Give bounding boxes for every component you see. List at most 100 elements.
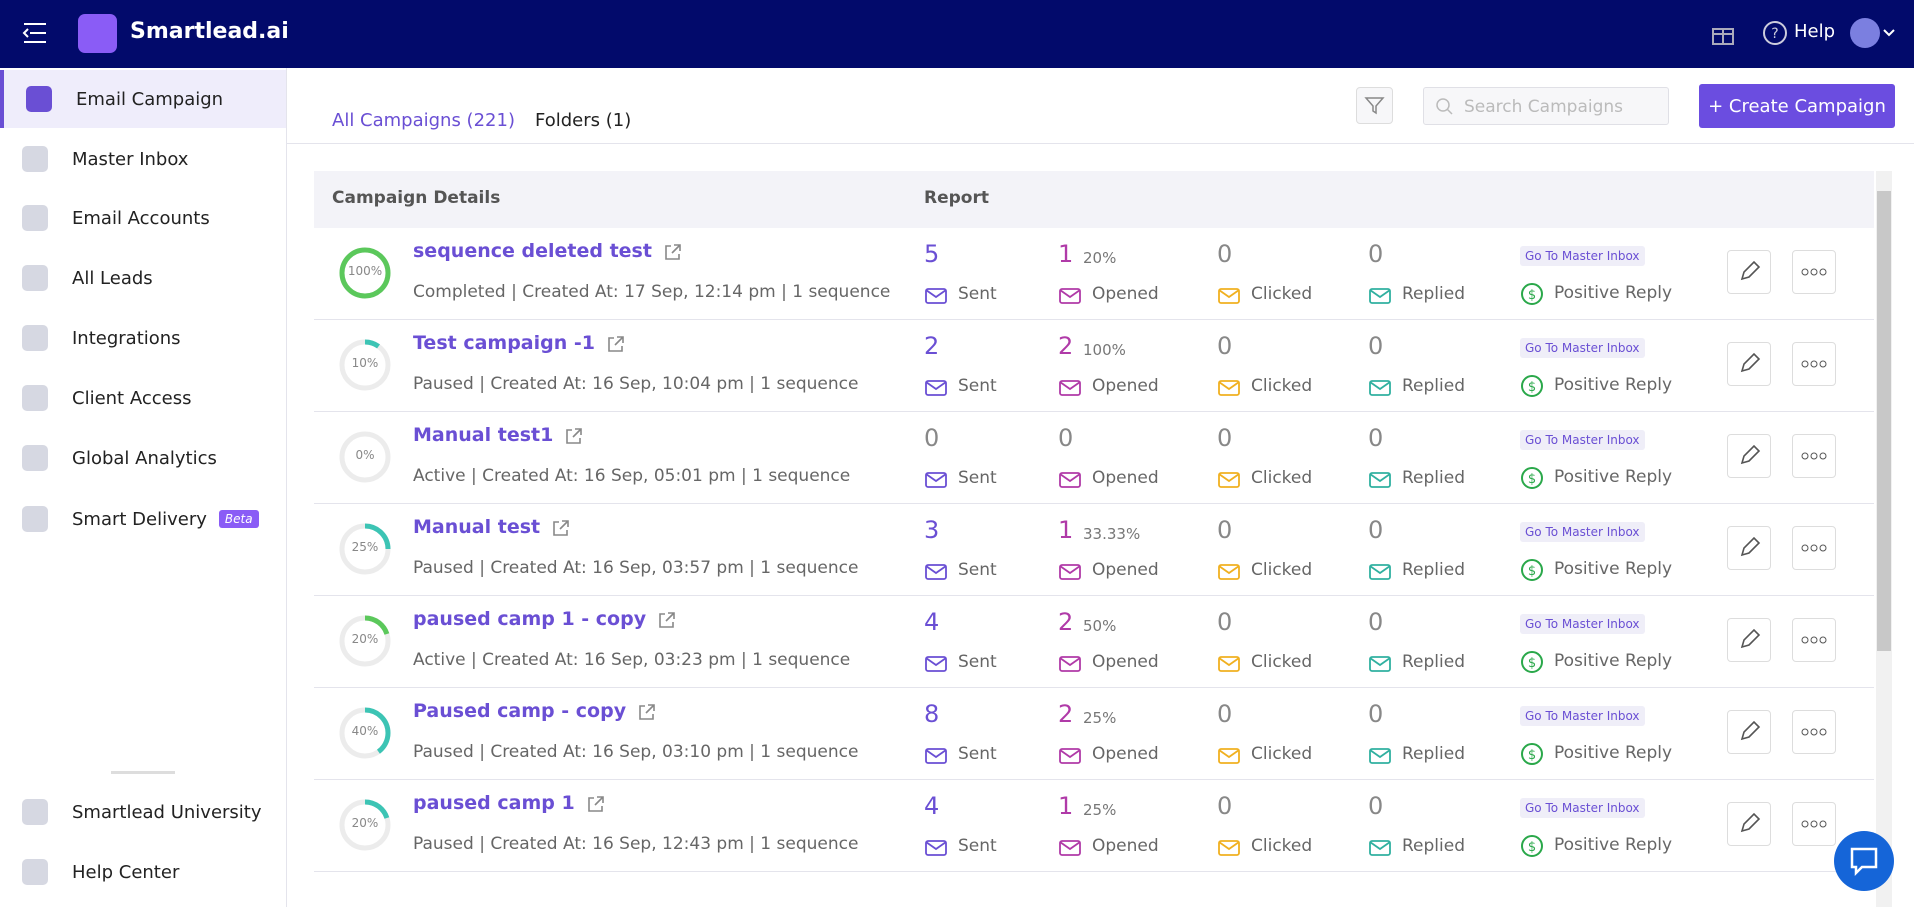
more-button[interactable] bbox=[1792, 710, 1836, 754]
clicked-label: Clicked bbox=[1251, 744, 1313, 764]
avatar[interactable] bbox=[1850, 18, 1880, 48]
progress-arc bbox=[339, 707, 391, 759]
nav-item[interactable]: Master Inbox bbox=[0, 130, 286, 188]
edit-button[interactable] bbox=[1727, 342, 1771, 386]
replied-count: 0 bbox=[1368, 608, 1384, 636]
avatar-caret[interactable] bbox=[1882, 28, 1896, 38]
master-inbox-link[interactable]: Go To Master Inbox bbox=[1520, 798, 1645, 818]
campaign-name[interactable]: Paused camp - copy bbox=[413, 700, 627, 722]
tab[interactable]: All Campaigns (221) bbox=[332, 110, 515, 131]
sent-label: Sent bbox=[958, 284, 997, 304]
positive-icon: $ bbox=[1521, 283, 1543, 305]
positive-reply-label: Positive Reply bbox=[1554, 743, 1673, 763]
gift-icon[interactable] bbox=[1710, 20, 1736, 46]
opened-icon bbox=[1059, 472, 1081, 488]
nav-label: Master Inbox bbox=[72, 148, 189, 170]
positive-reply-label: Positive Reply bbox=[1554, 283, 1673, 303]
nav-item[interactable]: Integrations bbox=[0, 309, 286, 367]
opened-label: Opened bbox=[1092, 744, 1159, 764]
edit-button[interactable] bbox=[1727, 802, 1771, 846]
clicked-count: 0 bbox=[1217, 792, 1233, 820]
sent-count: 4 bbox=[924, 608, 940, 636]
opened-count: 2 bbox=[1058, 332, 1074, 360]
campaign-name[interactable]: Manual test bbox=[413, 516, 541, 538]
clicked-label: Clicked bbox=[1251, 376, 1313, 396]
nav-icon bbox=[22, 385, 48, 411]
campaign-name[interactable]: Test campaign -1 bbox=[413, 332, 595, 354]
more-button[interactable] bbox=[1792, 434, 1836, 478]
campaign-row: 20% paused camp 1 - copy Active | Created … bbox=[314, 596, 1874, 688]
filter-button[interactable] bbox=[1356, 87, 1393, 124]
nav-label: Email Accounts bbox=[72, 207, 210, 229]
opened-label: Opened bbox=[1092, 468, 1159, 488]
progress-ring bbox=[339, 615, 391, 667]
replied-count: 0 bbox=[1368, 516, 1384, 544]
chat-button[interactable] bbox=[1834, 831, 1894, 891]
campaign-name[interactable]: paused camp 1 bbox=[413, 792, 575, 814]
sent-label: Sent bbox=[958, 744, 997, 764]
master-inbox-link[interactable]: Go To Master Inbox bbox=[1520, 706, 1645, 726]
sent-icon bbox=[925, 380, 947, 396]
campaign-name[interactable]: sequence deleted test bbox=[413, 240, 652, 262]
edit-button[interactable] bbox=[1727, 434, 1771, 478]
edit-button[interactable] bbox=[1727, 250, 1771, 294]
nav-item[interactable]: Client Access bbox=[0, 369, 286, 427]
positive-reply-label: Positive Reply bbox=[1554, 651, 1673, 671]
menu-button[interactable] bbox=[22, 22, 48, 44]
master-inbox-link[interactable]: Go To Master Inbox bbox=[1520, 246, 1645, 266]
nav-item[interactable]: Help Center bbox=[0, 843, 286, 901]
nav-item[interactable]: Smartlead University bbox=[0, 783, 286, 841]
campaign-row: 20% paused camp 1 Paused | Created At: 16 … bbox=[314, 780, 1874, 872]
positive-reply-label: Positive Reply bbox=[1554, 835, 1673, 855]
nav-item[interactable]: Global Analytics bbox=[0, 429, 286, 487]
more-button[interactable] bbox=[1792, 618, 1836, 662]
sent-count: 5 bbox=[924, 240, 940, 268]
replied-count: 0 bbox=[1368, 792, 1384, 820]
edit-button[interactable] bbox=[1727, 618, 1771, 662]
help-icon[interactable]: ? bbox=[1762, 20, 1788, 46]
beta-badge: Beta bbox=[218, 510, 259, 528]
replied-icon bbox=[1369, 380, 1391, 396]
master-inbox-link[interactable]: Go To Master Inbox bbox=[1520, 430, 1645, 450]
campaign-status: Paused | Created At: 16 Sep, 10:04 pm | … bbox=[413, 374, 859, 394]
more-button[interactable] bbox=[1792, 250, 1836, 294]
external-link-icon bbox=[608, 336, 624, 352]
campaign-name[interactable]: Manual test1 bbox=[413, 424, 554, 446]
nav-item[interactable]: Email Campaign bbox=[0, 70, 286, 128]
clicked-label: Clicked bbox=[1251, 560, 1313, 580]
search-box[interactable]: Search Campaigns bbox=[1423, 87, 1669, 125]
progress-arc bbox=[339, 247, 391, 299]
nav-item[interactable]: Smart Delivery Beta bbox=[0, 490, 286, 548]
sent-count: 2 bbox=[924, 332, 940, 360]
opened-percent: 50% bbox=[1083, 617, 1117, 635]
nav-icon bbox=[22, 859, 48, 885]
table-header bbox=[314, 171, 1874, 228]
nav-item[interactable]: All Leads bbox=[0, 249, 286, 307]
progress-label: 40% bbox=[351, 724, 379, 738]
campaign-name[interactable]: paused camp 1 - copy bbox=[413, 608, 647, 630]
master-inbox-link[interactable]: Go To Master Inbox bbox=[1520, 522, 1645, 542]
svg-text:$: $ bbox=[1528, 564, 1536, 579]
edit-button[interactable] bbox=[1727, 526, 1771, 570]
create-campaign-button[interactable]: + Create Campaign bbox=[1699, 84, 1895, 128]
progress-ring bbox=[339, 339, 391, 391]
replied-icon bbox=[1369, 840, 1391, 856]
nav-icon bbox=[22, 799, 48, 825]
nav-label: Email Campaign bbox=[76, 88, 224, 110]
logo bbox=[78, 14, 117, 53]
progress-arc bbox=[339, 431, 391, 483]
scrollbar[interactable] bbox=[1876, 171, 1892, 907]
master-inbox-link[interactable]: Go To Master Inbox bbox=[1520, 338, 1645, 358]
more-button[interactable] bbox=[1792, 526, 1836, 570]
positive-reply-label: Positive Reply bbox=[1554, 375, 1673, 395]
edit-button[interactable] bbox=[1727, 710, 1771, 754]
more-button[interactable] bbox=[1792, 342, 1836, 386]
master-inbox-link[interactable]: Go To Master Inbox bbox=[1520, 614, 1645, 634]
clicked-label: Clicked bbox=[1251, 468, 1313, 488]
help-link[interactable]: Help bbox=[1794, 21, 1836, 42]
nav-item[interactable]: Email Accounts bbox=[0, 189, 286, 247]
more-button[interactable] bbox=[1792, 802, 1836, 846]
tab[interactable]: Folders (1) bbox=[535, 110, 632, 131]
nav-label: Help Center bbox=[72, 861, 180, 883]
